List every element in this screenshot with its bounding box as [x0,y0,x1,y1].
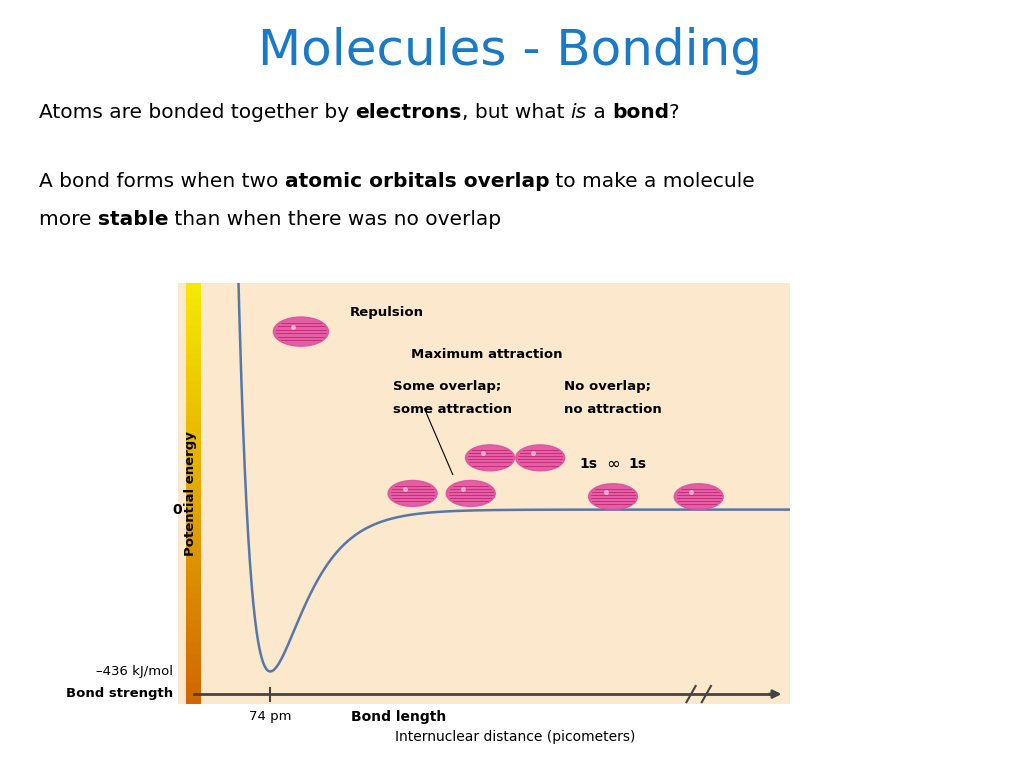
Bar [186,283,202,290]
Text: stable: stable [98,210,168,230]
Bar [186,472,202,480]
Bar [186,297,202,304]
Bar [186,458,202,465]
Bar [186,529,202,536]
Circle shape [516,445,565,470]
Text: Internuclear distance (picometers): Internuclear distance (picometers) [394,730,635,744]
Text: atomic orbitals overlap: atomic orbitals overlap [284,172,548,191]
Bar [186,339,202,346]
Bar [186,465,202,472]
Bar [186,584,202,591]
Bar [186,669,202,675]
Bar [186,522,202,529]
Text: A bond forms when two: A bond forms when two [39,172,284,191]
Text: bond: bond [611,103,668,122]
Bar [186,430,202,438]
Bar [186,416,202,423]
Bar [186,655,202,662]
Bar [186,480,202,487]
Text: no attraction: no attraction [564,403,661,416]
Bar [186,627,202,633]
Bar [186,396,202,402]
Bar [186,571,202,578]
Bar [186,409,202,416]
Bar [186,451,202,458]
Bar [186,578,202,584]
Text: Molecules - Bonding: Molecules - Bonding [258,27,761,75]
Bar [186,633,202,640]
Bar [186,389,202,396]
Bar [186,487,202,493]
Bar [186,536,202,542]
Text: a: a [586,103,611,122]
Bar [186,648,202,655]
Bar [186,353,202,360]
Bar [186,304,202,311]
Bar [186,500,202,507]
Text: Some overlap;: Some overlap; [392,380,500,393]
Bar [186,697,202,704]
Text: to make a molecule: to make a molecule [548,172,754,191]
Text: Potential energy: Potential energy [184,431,197,556]
Circle shape [387,480,436,506]
Bar [186,620,202,627]
Bar [186,549,202,557]
Bar [186,290,202,297]
Text: , but what: , but what [462,103,570,122]
Text: Bond length: Bond length [351,710,446,724]
Text: Bond strength: Bond strength [66,687,173,700]
Text: 0: 0 [172,503,181,516]
Bar [186,325,202,332]
Text: No overlap;: No overlap; [564,380,650,393]
Text: ?: ? [668,103,679,122]
Text: some attraction: some attraction [392,403,512,416]
Bar [186,374,202,381]
Bar [186,542,202,549]
Bar [186,662,202,669]
Text: more: more [39,210,98,230]
Bar [186,606,202,613]
Bar [186,311,202,318]
Text: 1s: 1s [579,457,597,471]
Text: than when there was no overlap: than when there was no overlap [168,210,500,230]
Text: 74 pm: 74 pm [249,710,291,723]
Circle shape [674,483,722,509]
Bar [186,346,202,353]
Bar [186,402,202,409]
Bar [186,515,202,522]
Bar [186,690,202,697]
Text: 1s: 1s [628,457,646,471]
Bar [186,641,202,648]
Bar [186,444,202,451]
Circle shape [465,445,514,470]
Bar [186,438,202,444]
Bar [186,675,202,682]
Bar [186,423,202,430]
Bar [186,564,202,571]
Bar [186,682,202,690]
Text: is: is [570,103,586,122]
Bar [186,332,202,339]
Bar [186,557,202,564]
Circle shape [446,480,495,506]
Text: Atoms are bonded together by: Atoms are bonded together by [39,103,355,122]
Bar [186,591,202,598]
Text: ∞: ∞ [605,455,620,474]
Circle shape [273,317,328,346]
Circle shape [588,483,637,509]
Bar [186,381,202,388]
Bar [186,507,202,514]
Bar [186,360,202,367]
Bar [186,598,202,606]
Bar [186,367,202,374]
Text: –436 kJ/mol: –436 kJ/mol [97,665,173,678]
Text: Repulsion: Repulsion [350,306,424,319]
Text: Maximum attraction: Maximum attraction [411,348,562,361]
Text: electrons: electrons [355,103,462,122]
Bar [186,318,202,325]
Bar [186,493,202,500]
Bar [186,613,202,620]
